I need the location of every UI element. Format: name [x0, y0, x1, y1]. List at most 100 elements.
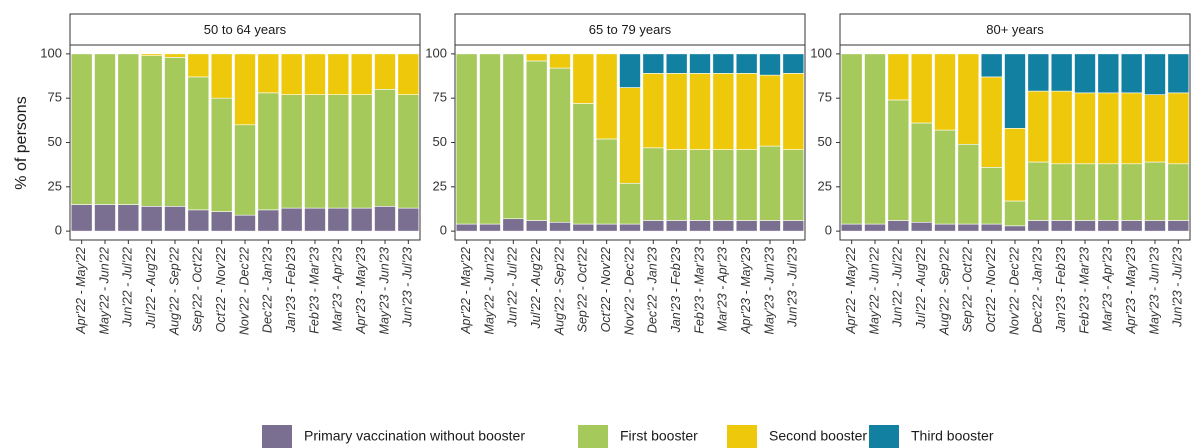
- bar-segment: [117, 53, 140, 205]
- bar-segment: [374, 206, 396, 232]
- bar-segment: [549, 221, 571, 232]
- bar-segment: [94, 53, 116, 205]
- bar-segment: [304, 207, 326, 232]
- x-tick-label: Apr'22 - May'22: [74, 247, 88, 335]
- bar-segment: [1144, 94, 1166, 163]
- bar-segment: [782, 220, 805, 232]
- x-tick-label: May'22 - Jun'22: [867, 247, 881, 335]
- bar-segment: [642, 73, 665, 149]
- bar-segment: [1027, 220, 1050, 232]
- bar-segment: [327, 53, 350, 95]
- x-tick-label: Apr'23 - May'23: [739, 247, 753, 335]
- x-tick-label: May'22 - Jun'22: [482, 247, 496, 335]
- legend-swatch: [869, 425, 899, 448]
- bar-segment: [397, 94, 420, 209]
- bar-segment: [840, 53, 863, 225]
- x-tick-label: Jun'23 - Jul'23: [786, 247, 800, 328]
- x-tick-label: Oct'22 - Nov'22: [214, 247, 228, 332]
- bar-segment: [140, 206, 163, 232]
- bar-segment: [549, 67, 571, 223]
- bar-segment: [642, 220, 665, 232]
- y-tick-label: 25: [433, 178, 447, 193]
- bar-segment: [665, 149, 688, 221]
- bar-segment: [304, 94, 326, 209]
- bar-segment: [350, 94, 373, 209]
- bar-segment: [525, 60, 548, 221]
- x-tick-label: Mar'23 - Apr'23: [331, 247, 345, 331]
- bar-segment: [840, 223, 863, 232]
- bar-segment: [1074, 53, 1096, 94]
- bar-segment: [1120, 53, 1143, 94]
- bar-segment: [257, 92, 280, 211]
- legend-label: Third booster: [911, 428, 994, 444]
- bar-segment: [735, 149, 758, 221]
- bar-segment: [595, 223, 618, 232]
- bar-segment: [887, 53, 910, 101]
- bar-segment: [234, 124, 256, 216]
- bar-segment: [864, 53, 886, 225]
- x-tick-label: May'22 - Jun'22: [97, 247, 111, 335]
- bar-segment: [1050, 220, 1073, 232]
- bar-segment: [712, 73, 735, 150]
- bar-segment: [619, 87, 641, 184]
- strip: [69, 13, 421, 46]
- y-axis-title: % of persons: [13, 96, 30, 189]
- bar-segment: [70, 204, 93, 232]
- bar-segment: [1144, 220, 1166, 232]
- x-tick-label: Apr'22 - May'22: [459, 247, 473, 335]
- x-tick-label: Sep'22 - Oct'22: [961, 247, 975, 332]
- bar-segment: [782, 149, 805, 221]
- y-tick-label: 0: [55, 223, 62, 238]
- bar-segment: [1167, 92, 1190, 165]
- bar-segment: [782, 53, 805, 74]
- bar-segment: [525, 220, 548, 232]
- x-tick-label: Mar'23 - Apr'23: [1101, 247, 1115, 331]
- bar-segment: [1097, 163, 1120, 221]
- bar-segment: [910, 221, 933, 232]
- bar-segment: [280, 53, 303, 95]
- bar-segment: [140, 55, 163, 207]
- bar-segment: [479, 223, 501, 232]
- bar-segment: [257, 209, 280, 232]
- bar-segment: [1144, 161, 1166, 221]
- legend-swatch: [727, 425, 757, 448]
- bar-segment: [164, 57, 186, 207]
- bar-segment: [957, 223, 980, 232]
- bar-segment: [1144, 53, 1166, 95]
- y-tick-label: 50: [818, 134, 832, 149]
- bar-segment: [665, 53, 688, 74]
- bar-segment: [1050, 163, 1073, 221]
- facet-title: 65 to 79 years: [589, 22, 672, 37]
- bar-segment: [759, 53, 781, 76]
- bar-segment: [735, 220, 758, 232]
- bar-segment: [502, 53, 525, 220]
- y-tick-label: 100: [40, 45, 62, 60]
- bar-segment: [934, 223, 956, 232]
- x-tick-label: Mar'23 - Apr'23: [716, 247, 730, 331]
- bar-segment: [1120, 163, 1143, 221]
- x-tick-label: May'23 - Jun'23: [1147, 247, 1161, 335]
- x-tick-label: Jun'22 - Jul'22: [506, 247, 520, 328]
- bar-segment: [164, 206, 186, 232]
- bar-segment: [280, 207, 303, 232]
- bar-segment: [782, 73, 805, 150]
- bar-segment: [94, 204, 116, 232]
- facet-title: 50 to 64 years: [204, 22, 287, 37]
- bar-segment: [257, 53, 280, 94]
- x-tick-label: Jun'22 - Jul'22: [891, 247, 905, 328]
- bar-segment: [665, 220, 688, 232]
- bar-segment: [712, 220, 735, 232]
- bar-segment: [864, 223, 886, 232]
- x-tick-label: Apr'22 - May'22: [844, 247, 858, 335]
- bar-segment: [397, 207, 420, 232]
- x-tick-label: Aug'22 - Sep'22: [167, 247, 181, 336]
- bar-segment: [70, 53, 93, 205]
- bar-segment: [642, 147, 665, 221]
- bar-segment: [455, 53, 478, 225]
- bar-segment: [735, 53, 758, 74]
- strip: [454, 13, 806, 46]
- y-tick-label: 50: [48, 134, 62, 149]
- bar-segment: [665, 73, 688, 150]
- bar-segment: [1167, 53, 1190, 94]
- bar-segment: [934, 129, 956, 225]
